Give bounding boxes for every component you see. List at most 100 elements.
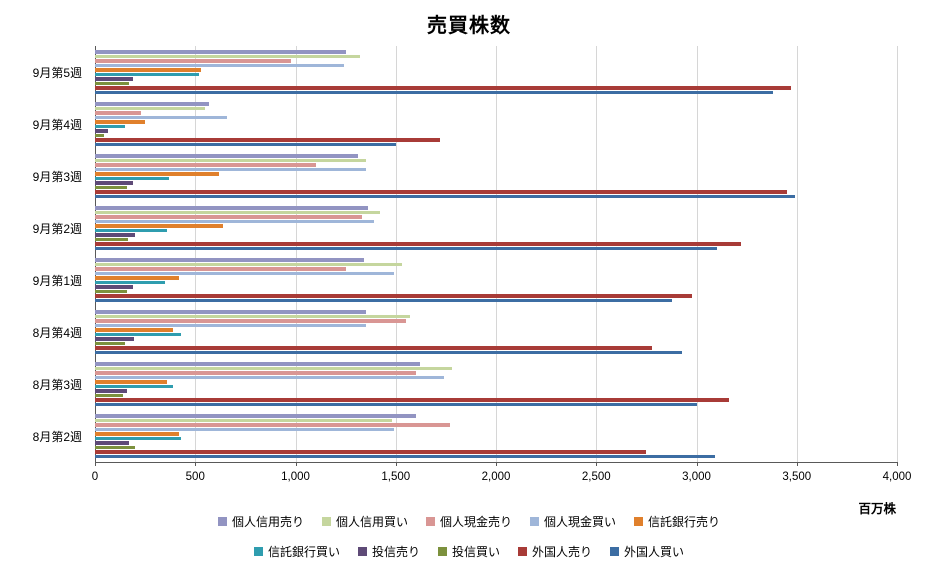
bar: [95, 228, 168, 232]
legend-swatch-icon: [530, 517, 539, 526]
bar: [95, 54, 360, 58]
bar: [95, 384, 174, 388]
x-tick-mark: [596, 462, 598, 466]
bar: [95, 194, 795, 198]
legend-swatch-icon: [357, 547, 367, 556]
bar: [95, 310, 366, 314]
bar: [95, 271, 394, 275]
bar: [95, 185, 128, 189]
x-tick-mark: [195, 462, 197, 466]
plot-area: [95, 46, 898, 466]
bar: [95, 432, 180, 436]
x-axis-tick-labels: 0 500 1,000 1,500 2,000 2,500 3,000 3,500 4,000: [92, 471, 912, 485]
gridline: [195, 46, 197, 462]
gridline: [796, 46, 798, 462]
legend-item: 個人現金買い: [530, 513, 616, 530]
bar: [95, 423, 450, 427]
legend-row: 個人信用売り 個人信用買い 個人現金売り 個人現金買い 信託銀行売り: [217, 513, 720, 530]
legend-swatch-icon: [425, 517, 435, 526]
bar-group: [95, 254, 897, 306]
bar: [95, 262, 402, 266]
gridline: [496, 46, 497, 462]
legend-item: 個人現金売り: [425, 513, 512, 530]
bar: [95, 389, 128, 393]
bar: [95, 59, 292, 63]
bar: [95, 77, 134, 81]
bar: [95, 402, 697, 406]
bar-group: [95, 410, 897, 462]
category-label: 8月第4週: [32, 325, 82, 340]
gridline: [295, 46, 297, 462]
category-label: 8月第2週: [32, 429, 82, 444]
legend-item: 投信買い: [437, 543, 500, 560]
bar: [95, 294, 693, 298]
bar: [95, 366, 452, 370]
bar: [95, 375, 444, 379]
legend-row: 信託銀行買い 投信売り 投信買い 外国人売り 外国人買い: [253, 543, 684, 560]
y-axis-baseline: [95, 46, 96, 462]
legend-label: 個人現金買い: [544, 515, 617, 529]
bar: [95, 314, 410, 318]
bar: [95, 246, 717, 250]
bar: [95, 450, 647, 454]
bar: [95, 445, 136, 449]
bar: [95, 298, 673, 302]
bar: [95, 332, 182, 336]
legend-item: 投信売り: [357, 543, 420, 560]
legend-label: 外国人売り: [532, 545, 593, 559]
x-tick-mark: [295, 462, 297, 466]
bar: [95, 454, 715, 458]
bar: [95, 50, 346, 54]
legend-label: 個人信用売り: [231, 515, 304, 529]
bar: [95, 242, 741, 246]
bar: [95, 323, 366, 327]
x-tick-mark: [95, 462, 96, 466]
bar: [95, 398, 729, 402]
legend-item: 個人信用売り: [217, 513, 304, 530]
bar: [95, 219, 374, 223]
legend-swatch-icon: [634, 517, 644, 526]
x-tick-mark: [496, 462, 497, 466]
bar-group: [95, 306, 897, 358]
legend-swatch-icon: [217, 517, 227, 526]
legend-swatch-icon: [253, 547, 263, 556]
legend-item: 個人信用買い: [321, 513, 408, 530]
bar: [95, 237, 129, 241]
x-tick-label: 1,500: [381, 471, 411, 483]
bar: [95, 81, 130, 85]
bar-group: [95, 202, 897, 254]
category-label: 9月第3週: [32, 169, 82, 184]
bar: [95, 86, 791, 90]
bar: [95, 176, 170, 180]
bar: [95, 206, 368, 210]
bar: [95, 328, 174, 332]
x-tick-label: 500: [185, 471, 205, 483]
x-tick-mark: [395, 462, 397, 466]
bar: [95, 133, 105, 137]
x-tick-label: 3,000: [682, 471, 711, 483]
bar: [95, 393, 124, 397]
bar: [95, 68, 202, 72]
bar: [95, 362, 420, 366]
gridline: [696, 46, 698, 462]
x-tick-mark: [696, 462, 698, 466]
bar: [95, 111, 142, 115]
bar: [95, 280, 166, 284]
axis-unit-label: 百万株: [858, 502, 896, 516]
legend-swatch-icon: [437, 547, 447, 556]
bar-group: [95, 358, 897, 410]
bar: [95, 120, 146, 124]
category-label: 9月第1週: [32, 273, 82, 288]
bar: [95, 337, 135, 341]
bar: [95, 350, 683, 354]
gridline: [897, 46, 898, 462]
x-tick-mark: [796, 462, 798, 466]
bar: [95, 371, 416, 375]
gridline: [596, 46, 598, 462]
bar: [95, 319, 406, 323]
bar: [95, 190, 787, 194]
legend: 個人信用売り 個人信用買い 個人現金売り 個人現金買い 信託銀行売り 信託銀行買い 投信売り…: [0, 513, 938, 560]
bar: [95, 158, 366, 162]
bar: [95, 142, 396, 146]
